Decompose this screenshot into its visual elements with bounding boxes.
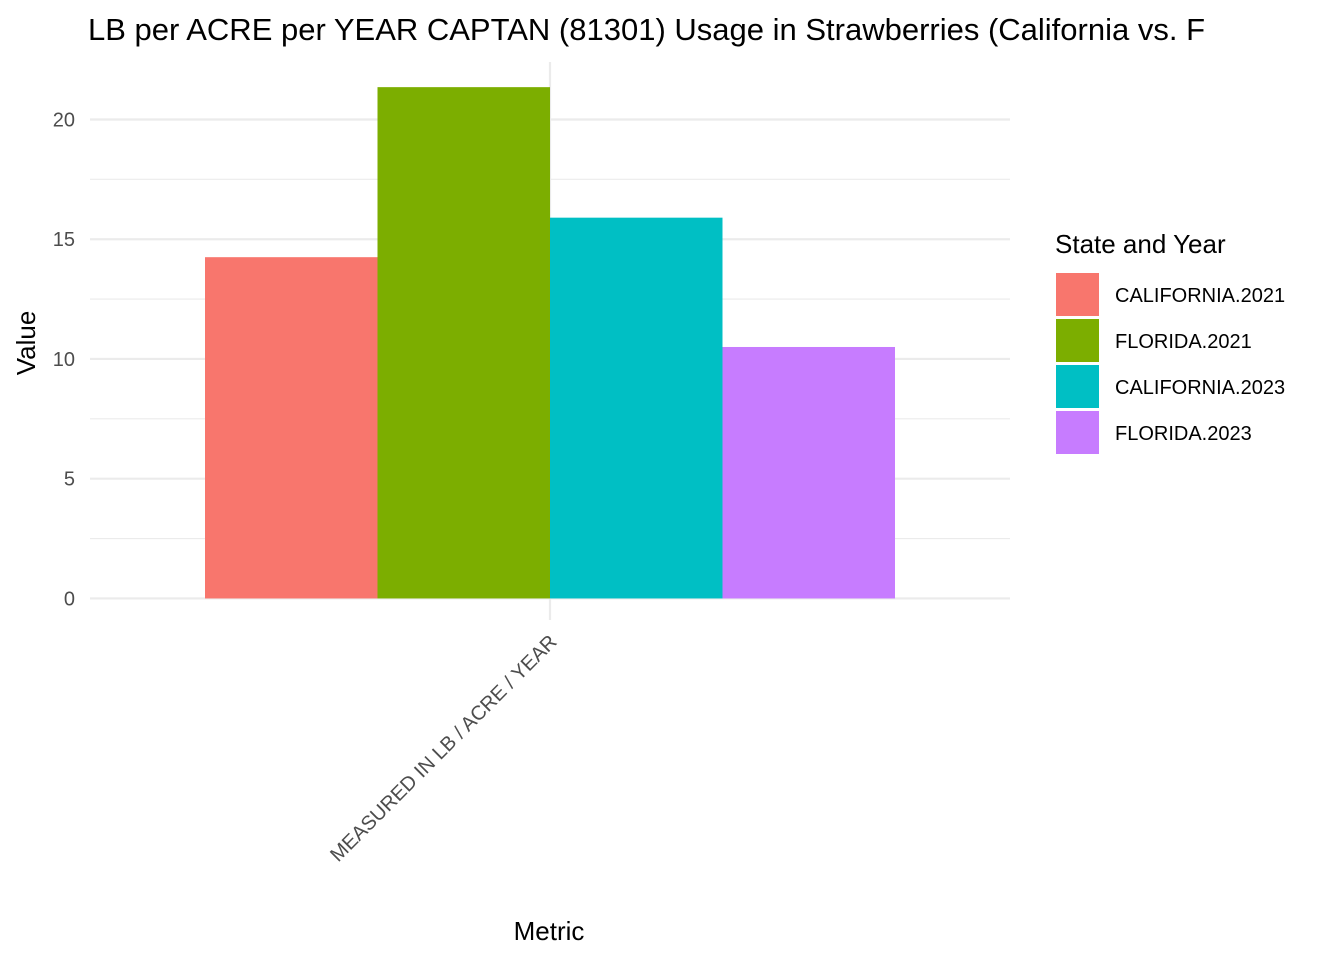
- legend-label: FLORIDA.2023: [1115, 423, 1252, 445]
- legend-label: FLORIDA.2021: [1115, 331, 1252, 353]
- bars: [205, 87, 895, 599]
- x-axis-ticks: MEASURED IN LB / ACRE / YEAR: [326, 631, 561, 866]
- legend-key-florida-2021: [1056, 319, 1099, 362]
- y-tick-label: 0: [64, 588, 75, 610]
- x-axis-title: Metric: [514, 916, 585, 946]
- bar-florida-2021: [377, 87, 550, 599]
- y-axis-ticks: 0 5 10 15 20: [53, 109, 75, 610]
- y-axis-title: Value: [11, 311, 41, 376]
- legend-label: CALIFORNIA.2023: [1115, 377, 1285, 399]
- legend-key-florida-2023: [1056, 411, 1099, 454]
- chart-title: LB per ACRE per YEAR CAPTAN (81301) Usag…: [88, 12, 1205, 47]
- legend-key-california-2023: [1056, 365, 1099, 408]
- y-tick-label: 5: [64, 469, 75, 491]
- x-tick-label: MEASURED IN LB / ACRE / YEAR: [326, 631, 561, 866]
- y-tick-label: 10: [53, 349, 75, 371]
- bar-california-2023: [550, 217, 723, 599]
- bar-florida-2023: [722, 346, 895, 599]
- legend-title: State and Year: [1055, 229, 1226, 259]
- legend-key-california-2021: [1056, 273, 1099, 316]
- bar-california-2021: [205, 257, 378, 599]
- legend: State and Year CALIFORNIA.2021 FLORIDA.20…: [1055, 229, 1285, 454]
- y-tick-label: 20: [53, 109, 75, 131]
- y-tick-label: 15: [53, 229, 75, 251]
- legend-label: CALIFORNIA.2021: [1115, 285, 1285, 307]
